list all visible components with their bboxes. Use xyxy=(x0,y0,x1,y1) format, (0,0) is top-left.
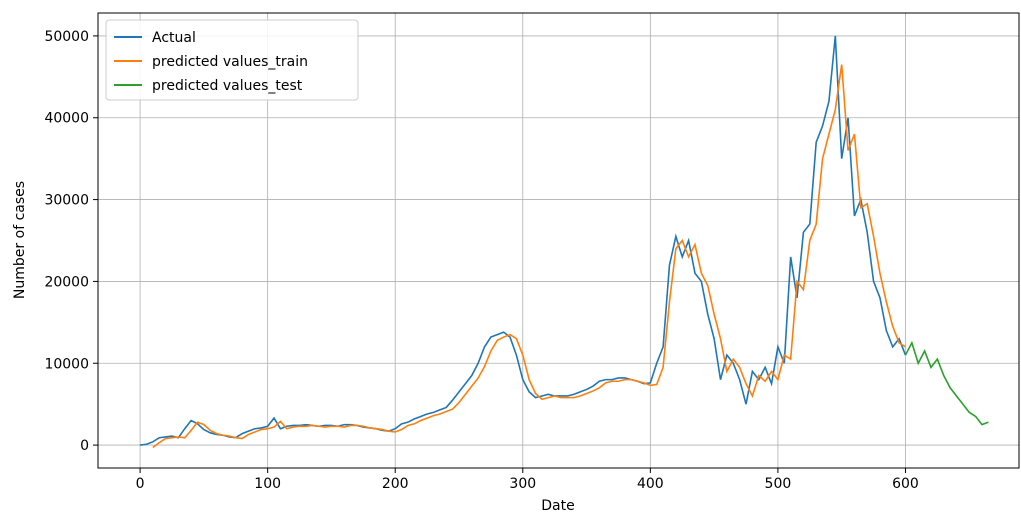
legend-label: predicted values_test xyxy=(152,78,303,94)
series-line xyxy=(152,64,906,449)
legend: Actual predicted values_train predicted va… xyxy=(105,19,359,101)
legend-box xyxy=(105,19,359,101)
series-line xyxy=(904,340,989,426)
x-tick-label: 0 xyxy=(136,476,145,492)
y-tick-label: 50000 xyxy=(44,29,89,45)
x-tick-label: 300 xyxy=(509,476,536,492)
x-tick-label: 600 xyxy=(892,476,919,492)
y-axis-label: Number of cases xyxy=(12,181,28,299)
legend-label: Actual xyxy=(152,30,196,46)
y-tick-label: 40000 xyxy=(44,111,89,127)
y-tick-label: 20000 xyxy=(44,274,89,290)
x-tick-label: 100 xyxy=(254,476,281,492)
legend-label: predicted values_train xyxy=(152,54,308,70)
x-tick-label: 500 xyxy=(765,476,792,492)
x-axis-label: Date xyxy=(541,498,574,514)
y-tick-label: 30000 xyxy=(44,193,89,209)
plot-frame xyxy=(97,12,1020,469)
series-line xyxy=(139,35,907,446)
y-tick-label: 10000 xyxy=(44,356,89,372)
x-tick-label: 200 xyxy=(382,476,409,492)
y-tick-label: 0 xyxy=(80,438,89,454)
x-tick-label: 400 xyxy=(637,476,664,492)
